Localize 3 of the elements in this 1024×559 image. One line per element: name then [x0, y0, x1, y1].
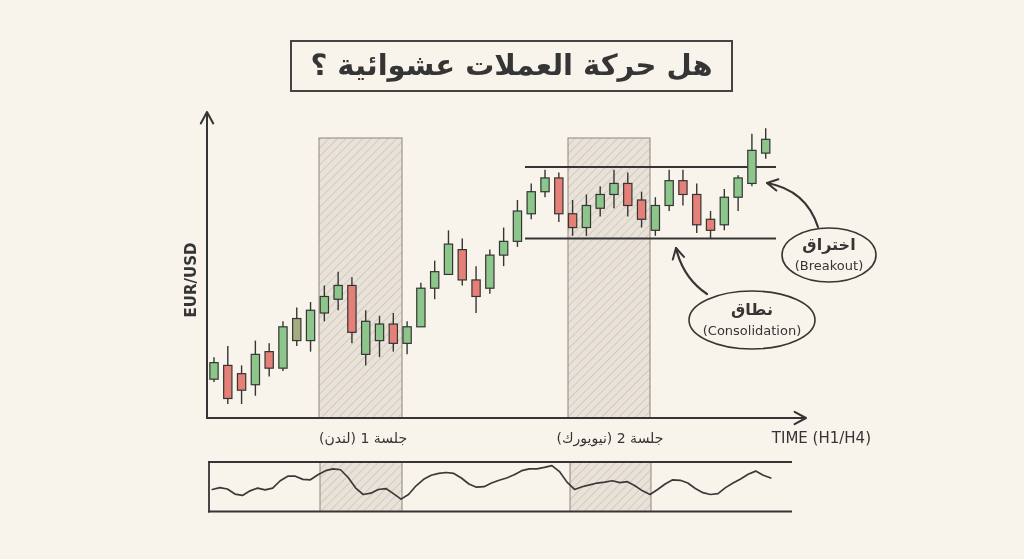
ylabel: EUR/USD — [182, 242, 200, 318]
xlabel: TIME (H1/H4) — [771, 429, 871, 447]
title: هل حركة العملات عشوائية ؟ — [290, 40, 733, 92]
